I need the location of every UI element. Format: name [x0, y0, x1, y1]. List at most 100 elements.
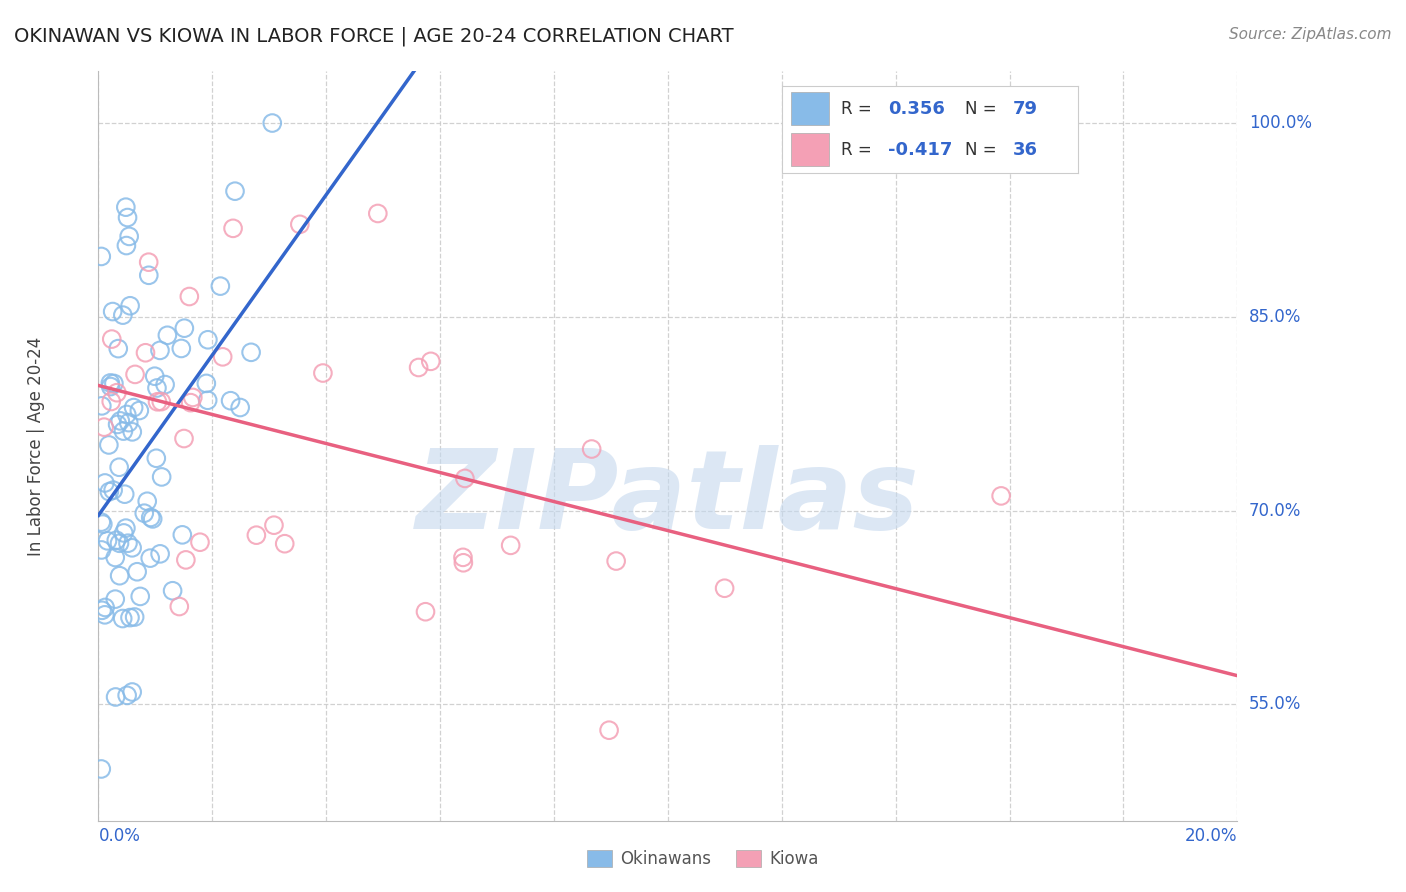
Point	[173, 321, 195, 335]
Point	[581, 442, 603, 456]
Point	[156, 328, 179, 343]
Point	[90, 762, 112, 776]
Text: 70.0%: 70.0%	[1249, 501, 1301, 520]
Point	[174, 553, 197, 567]
Point	[197, 393, 219, 408]
Point	[169, 599, 191, 614]
Point	[240, 345, 263, 359]
Point	[90, 399, 112, 413]
Text: ZIPatlas: ZIPatlas	[416, 445, 920, 552]
Point	[105, 533, 128, 548]
Point	[419, 354, 441, 368]
Point	[128, 403, 150, 417]
Point	[136, 494, 159, 508]
Point	[115, 521, 138, 535]
Text: 85.0%: 85.0%	[1249, 308, 1301, 326]
Point	[138, 255, 160, 269]
Point	[90, 249, 112, 263]
Point	[367, 206, 389, 220]
Text: 55.0%: 55.0%	[1249, 696, 1301, 714]
Point	[120, 299, 142, 313]
Point	[101, 483, 124, 497]
Point	[108, 568, 131, 582]
Point	[598, 723, 620, 738]
Point	[172, 528, 194, 542]
Point	[112, 424, 135, 438]
Point	[104, 592, 127, 607]
Point	[245, 528, 267, 542]
Point	[100, 379, 122, 393]
Point	[197, 333, 219, 347]
Point	[145, 451, 167, 466]
Point	[100, 394, 122, 409]
Point	[105, 385, 128, 400]
Point	[142, 512, 165, 526]
Point	[104, 550, 127, 565]
Point	[219, 393, 242, 408]
Point	[170, 342, 193, 356]
Point	[453, 556, 475, 570]
Point	[114, 200, 136, 214]
Point	[415, 605, 437, 619]
Point	[209, 279, 232, 293]
Point	[451, 550, 474, 565]
Point	[143, 369, 166, 384]
Text: 20.0%: 20.0%	[1185, 827, 1237, 845]
Point	[94, 600, 117, 615]
Point	[146, 394, 169, 409]
Text: OKINAWAN VS KIOWA IN LABOR FORCE | AGE 20-24 CORRELATION CHART: OKINAWAN VS KIOWA IN LABOR FORCE | AGE 2…	[14, 27, 734, 46]
Point	[127, 565, 149, 579]
Point	[107, 342, 129, 356]
Point	[117, 211, 139, 225]
Point	[150, 470, 173, 484]
Legend: Okinawans, Kiowa: Okinawans, Kiowa	[581, 843, 825, 875]
Point	[111, 308, 134, 322]
Point	[138, 268, 160, 283]
Point	[104, 690, 127, 704]
Point	[713, 581, 735, 595]
Text: In Labor Force | Age 20-24: In Labor Force | Age 20-24	[27, 336, 45, 556]
Point	[134, 345, 156, 359]
Point	[153, 377, 176, 392]
Point	[101, 304, 124, 318]
Point	[93, 420, 115, 434]
Point	[98, 484, 121, 499]
Point	[162, 583, 184, 598]
Point	[118, 610, 141, 624]
Point	[117, 536, 139, 550]
Point	[121, 425, 143, 439]
Point	[115, 689, 138, 703]
Point	[229, 401, 252, 415]
Text: 0.0%: 0.0%	[98, 827, 141, 845]
Point	[274, 537, 297, 551]
Point	[454, 471, 477, 485]
Text: Source: ZipAtlas.com: Source: ZipAtlas.com	[1229, 27, 1392, 42]
Point	[122, 401, 145, 415]
Point	[134, 506, 156, 520]
Point	[605, 554, 627, 568]
Point	[103, 376, 125, 391]
Point	[180, 395, 202, 409]
Point	[111, 611, 134, 625]
Point	[94, 475, 117, 490]
Point	[121, 541, 143, 555]
Point	[112, 525, 135, 540]
Point	[149, 547, 172, 561]
Point	[97, 438, 120, 452]
Point	[115, 408, 138, 422]
Point	[90, 543, 112, 558]
Point	[990, 489, 1012, 503]
Point	[108, 460, 131, 475]
Text: 100.0%: 100.0%	[1249, 114, 1312, 132]
Point	[129, 590, 152, 604]
Point	[96, 533, 118, 548]
Point	[263, 518, 285, 533]
Point	[173, 432, 195, 446]
Point	[98, 376, 121, 390]
Point	[146, 381, 169, 395]
Point	[179, 289, 201, 303]
Point	[121, 685, 143, 699]
Point	[114, 487, 136, 501]
Point	[91, 603, 114, 617]
Point	[90, 515, 112, 529]
